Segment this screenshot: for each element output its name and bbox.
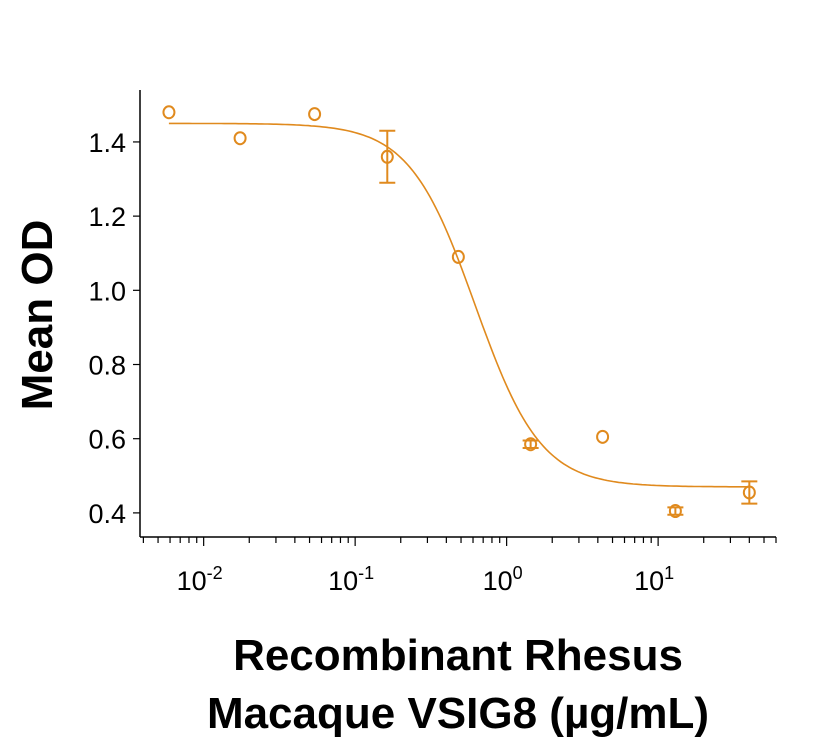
y-axis-title: Mean OD bbox=[13, 220, 62, 411]
data-point bbox=[233, 131, 247, 146]
axes bbox=[139, 90, 776, 538]
fit-curve-group bbox=[168, 122, 750, 488]
x-tick-exponent: -1 bbox=[358, 563, 374, 583]
y-tick-label: 0.4 bbox=[88, 499, 126, 529]
x-tick-exponent: -2 bbox=[207, 563, 223, 583]
data-point bbox=[451, 249, 465, 264]
x-axis-title-line-1: Recombinant Rhesus bbox=[233, 631, 683, 680]
data-point bbox=[380, 149, 394, 164]
y-tick-label: 0.8 bbox=[88, 351, 126, 381]
x-ticks: 10-2 10-1 100 101 bbox=[142, 537, 777, 596]
y-ticks: 0.4 0.6 0.8 1.0 1.2 1.4 bbox=[88, 128, 140, 529]
x-tick-label: 10-1 bbox=[328, 563, 374, 596]
x-tick-base: 10 bbox=[177, 566, 207, 596]
x-axis-title-line-2: Macaque VSIG8 (µg/mL) bbox=[207, 689, 709, 738]
data-point bbox=[596, 429, 610, 444]
x-tick-label: 100 bbox=[483, 563, 523, 596]
y-tick-label: 0.6 bbox=[88, 425, 126, 455]
x-tick-base: 10 bbox=[328, 566, 358, 596]
data-point bbox=[742, 485, 756, 500]
fit-curve bbox=[168, 122, 750, 488]
x-tick-base: 10 bbox=[634, 566, 664, 596]
data-point bbox=[668, 504, 682, 519]
data-points bbox=[162, 105, 758, 519]
x-tick-label: 10-2 bbox=[177, 563, 223, 596]
x-tick-exponent: 0 bbox=[513, 563, 523, 583]
x-tick-base: 10 bbox=[483, 566, 513, 596]
y-tick-label: 1.0 bbox=[88, 276, 126, 306]
y-tick-label: 1.2 bbox=[88, 202, 126, 232]
data-point bbox=[524, 437, 538, 452]
x-tick-exponent: 1 bbox=[664, 563, 674, 583]
y-tick-label: 1.4 bbox=[88, 128, 126, 158]
data-point bbox=[162, 105, 176, 120]
x-tick-label: 101 bbox=[634, 563, 674, 596]
data-point bbox=[308, 107, 322, 122]
